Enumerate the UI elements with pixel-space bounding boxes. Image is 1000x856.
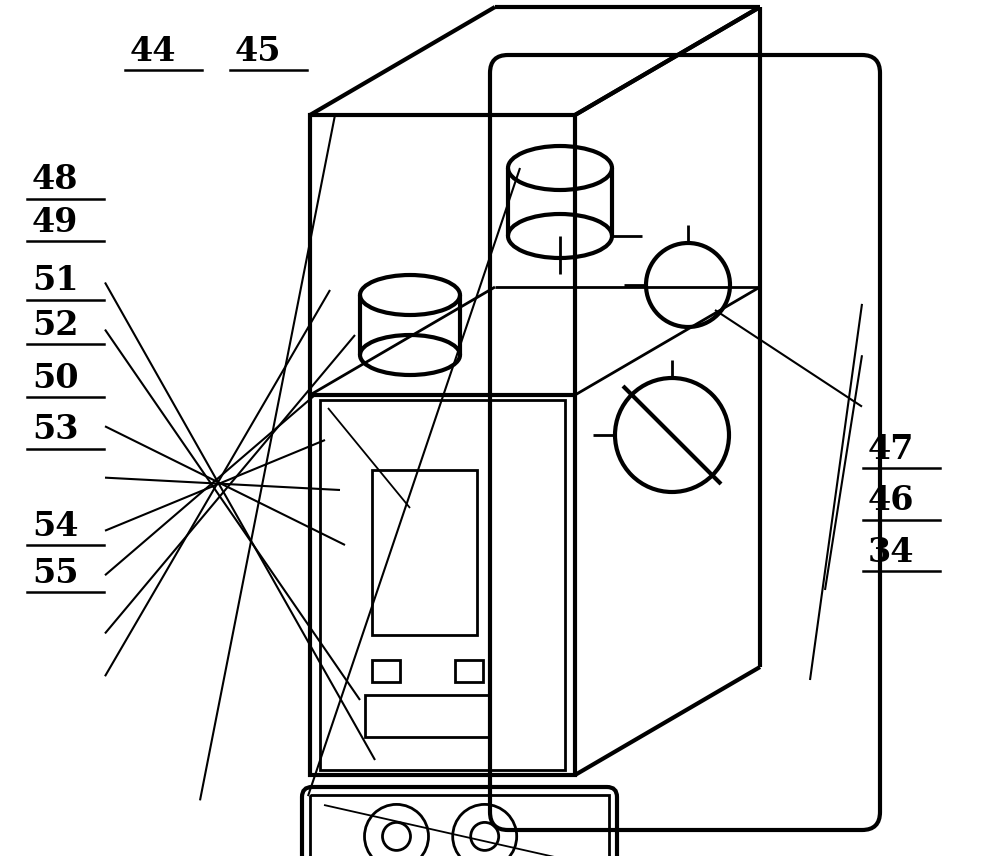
Text: 51: 51 bbox=[32, 265, 79, 297]
Bar bbox=[320, 400, 565, 770]
Bar bbox=[455, 660, 483, 682]
Text: 50: 50 bbox=[32, 362, 79, 395]
Text: 55: 55 bbox=[32, 557, 78, 590]
Bar bbox=[372, 470, 477, 635]
Text: 54: 54 bbox=[32, 510, 78, 543]
Bar bbox=[310, 115, 575, 775]
Text: 52: 52 bbox=[32, 309, 78, 342]
FancyBboxPatch shape bbox=[490, 55, 880, 830]
Text: 47: 47 bbox=[868, 433, 914, 466]
Text: 45: 45 bbox=[235, 35, 282, 68]
Text: 53: 53 bbox=[32, 413, 78, 446]
Text: 49: 49 bbox=[32, 206, 78, 239]
Text: 46: 46 bbox=[868, 484, 914, 517]
Text: 44: 44 bbox=[130, 35, 176, 68]
Bar bbox=[310, 795, 609, 856]
Bar bbox=[372, 660, 400, 682]
Bar bbox=[365, 695, 490, 737]
Text: 48: 48 bbox=[32, 163, 78, 196]
Text: 34: 34 bbox=[868, 536, 914, 568]
